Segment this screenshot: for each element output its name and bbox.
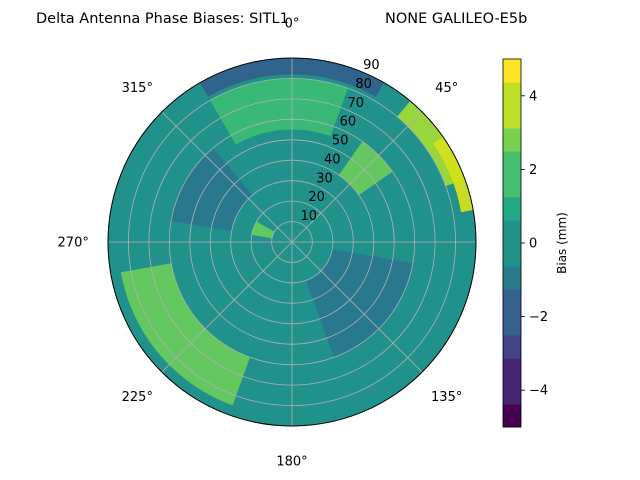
colorbar-band bbox=[503, 243, 521, 267]
colorbar-band bbox=[503, 266, 521, 290]
colorbar-band bbox=[503, 404, 521, 428]
colorbar-tick-label: 0 bbox=[529, 237, 537, 252]
colorbar: −4 −2 0 2 4 Bias (mm) bbox=[502, 58, 569, 428]
colorbar-tick-label: 4 bbox=[529, 89, 537, 104]
angle-tick-label: 45° bbox=[435, 81, 458, 96]
angle-tick-label: 180° bbox=[276, 454, 307, 469]
colorbar-tick-label: −2 bbox=[529, 310, 548, 325]
angular-grid-line bbox=[161, 111, 293, 243]
colorbar-band bbox=[503, 289, 521, 313]
contour-region bbox=[171, 148, 253, 232]
colorbar-band bbox=[503, 151, 521, 175]
contour-region bbox=[210, 78, 348, 145]
chart-title: Delta Antenna Phase Biases: SITL1 bbox=[36, 11, 289, 27]
angle-tick-label: 0° bbox=[285, 17, 300, 32]
angle-tick-label: 225° bbox=[122, 390, 153, 405]
contour-region bbox=[306, 249, 413, 358]
contour-region bbox=[120, 263, 251, 406]
radial-tick-label: 10 bbox=[301, 209, 318, 224]
colorbar-label: Bias (mm) bbox=[555, 212, 569, 274]
colorbar-band bbox=[503, 312, 521, 336]
colorbar-band bbox=[503, 381, 521, 405]
radial-tick-label: 70 bbox=[348, 96, 365, 111]
radial-tick-label: 20 bbox=[308, 190, 325, 205]
radial-tick-label: 60 bbox=[340, 115, 357, 130]
radial-tick-label: 40 bbox=[324, 152, 341, 167]
colorbar-band bbox=[503, 105, 521, 129]
angular-grid-line bbox=[291, 111, 423, 243]
colorbar-band bbox=[503, 335, 521, 359]
chart-subtitle: NONE GALILEO-E5b bbox=[385, 11, 527, 27]
polar-outline bbox=[107, 57, 477, 427]
contour-region bbox=[251, 221, 275, 239]
colorbar-band bbox=[503, 358, 521, 382]
colorbar-band bbox=[503, 174, 521, 198]
radial-tick-label: 90 bbox=[363, 58, 380, 73]
colorbar-band bbox=[503, 220, 521, 244]
angle-tick-label: 135° bbox=[431, 390, 462, 405]
contour-region bbox=[200, 58, 384, 97]
radial-tick-label: 50 bbox=[332, 134, 349, 149]
colorbar-band bbox=[503, 59, 521, 83]
colorbar-tick-label: −4 bbox=[529, 384, 548, 399]
colorbar-tick-label: 2 bbox=[529, 163, 537, 178]
radial-tick-label: 30 bbox=[316, 171, 333, 186]
colorbar-band bbox=[503, 197, 521, 221]
angular-grid-line bbox=[161, 241, 293, 373]
radial-tick-label: 80 bbox=[355, 77, 372, 92]
angle-tick-label: 270° bbox=[58, 236, 89, 251]
angular-grid-line bbox=[291, 241, 423, 373]
colorbar-band bbox=[503, 82, 521, 106]
colorbar-band bbox=[503, 128, 521, 152]
contour-region bbox=[432, 136, 474, 213]
angle-tick-label: 315° bbox=[122, 81, 153, 96]
